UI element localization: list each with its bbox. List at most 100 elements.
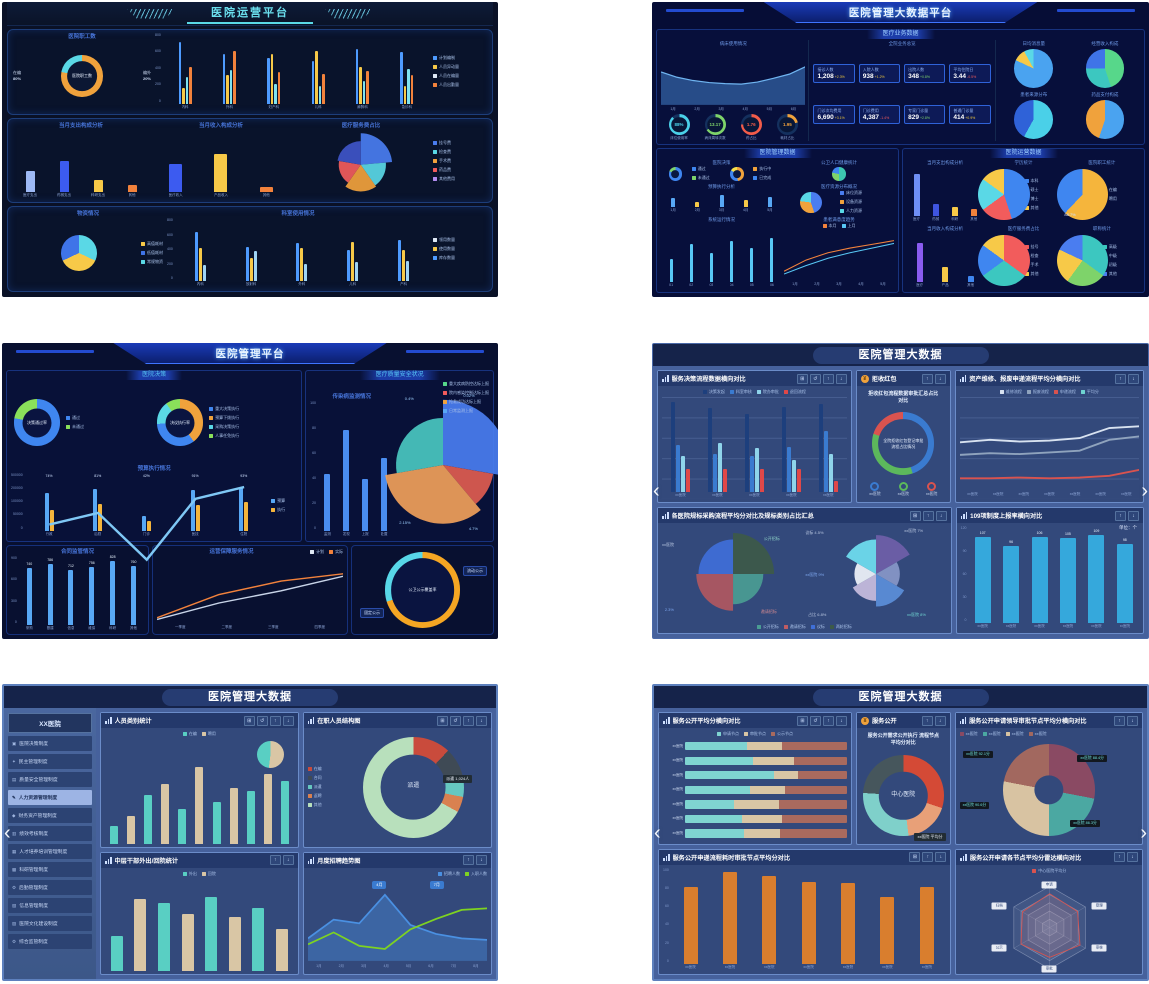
legend-item: 高级 <box>1102 244 1140 250</box>
toolbar-icon[interactable]: ↺ <box>450 715 461 726</box>
toolbar-icon[interactable]: ↓ <box>282 715 294 726</box>
toolbar-icon[interactable]: ↑ <box>922 852 934 863</box>
sidebar-item[interactable]: ◆ 财务资产管理制度 <box>8 808 92 823</box>
toolbar-icon[interactable]: ↑ <box>463 855 474 866</box>
dashboard-hospital-operation-platform[interactable]: 医院运营平台 医院职工数 在编 80% 医院职工数 编外 20% 800 600 400… <box>2 2 498 297</box>
panel-service-open-scores: 服务公开平均分横向对比 ⊞ ↺ ↑ ↓ 申请节点 审批节点 公示节点 xx医院 xx医院 xx… <box>658 712 852 845</box>
sidebar-item[interactable]: ▥ 绩效考核制度 <box>8 826 92 841</box>
mini-panel-title-stat: 职称统计 高级 中级 初级 其他 <box>1056 225 1140 289</box>
radar-axis-label: 公示 <box>991 944 1007 952</box>
toolbar-icon[interactable]: ↓ <box>934 715 946 726</box>
legend-item: 聘用 <box>201 731 216 737</box>
toolbar-icon[interactable]: ↓ <box>476 715 487 726</box>
legend-item: 未通过 <box>691 175 721 181</box>
toolbar-icon[interactable]: ↑ <box>921 715 933 726</box>
toolbar-icon[interactable]: ↓ <box>935 510 947 521</box>
dashboard-hospital-bigdata-3[interactable]: ‹ › 医院管理大数据 服务公开平均分横向对比 ⊞ ↺ ↑ ↓ 申请节点 审批节点 公示节… <box>652 684 1149 981</box>
kpi-gauge: 1.76 药占比 <box>740 114 762 141</box>
sidebar-item[interactable]: ▣ 医院决策制度 <box>8 736 92 751</box>
toolbar-icon[interactable]: ↓ <box>1127 852 1138 863</box>
sidebar-item[interactable]: ▨ 医院文化建设制度 <box>8 916 92 931</box>
toolbar-icon[interactable]: ⊞ <box>797 715 808 726</box>
dashboard-hospital-management-platform[interactable]: 医院管理平台 医院决策 决策通过率 通过 未通过 决议执行率 重大决策执行 预算下拨… <box>2 343 498 639</box>
toolbar-icon[interactable]: ↑ <box>1115 510 1126 521</box>
toolbar-icon[interactable]: ↺ <box>810 715 821 726</box>
kpi-gauges: 88% 床位使用率 13.17 病床周转次数 1.76 药占比 1.95 耗材占比 <box>661 114 805 141</box>
toolbar-icon[interactable]: ↑ <box>823 715 834 726</box>
mini-panel-satisfaction: 患者满意度趋势 本月 上月 1月 2月 3月 4月 5月 <box>784 216 894 289</box>
panel-toolbar: ⊞ ↑ ↓ <box>909 510 947 521</box>
toolbar-icon[interactable]: ↺ <box>809 373 821 384</box>
toolbar-icon[interactable]: ↺ <box>256 715 268 726</box>
toolbar-icon[interactable]: ⊞ <box>909 852 921 863</box>
sidebar-item[interactable]: ▧ 信息管理制度 <box>8 898 92 913</box>
toolbar-icon[interactable]: ↑ <box>822 373 834 384</box>
dashboard-hospital-bigdata-1[interactable]: ‹ › 医院管理大数据 服务决策流程数据横向对比 ⊞ ↺ ↑ ↓ 决策发起 科室审核 院办… <box>652 343 1149 639</box>
chart-legend: 挂号费 检查费 手术费 药品费 其他费用 <box>433 122 487 200</box>
toolbar-icon[interactable]: ⊞ <box>909 510 921 521</box>
hospital-ring-legend: xx医院 xx医院 xx医院 <box>861 480 946 499</box>
dashboard-hospital-bigdata-2[interactable]: ‹ 医院管理大数据 XX医院 ▣ 医院决策制度 ✦ 民主管理制度 ▤ 质量安全管理制度 ✎ 人… <box>2 684 498 981</box>
legend-item: 重大疾病防控达标上报 <box>443 381 489 387</box>
carousel-prev-icon[interactable]: ‹ <box>654 821 661 844</box>
toolbar-icon[interactable]: ↑ <box>269 715 281 726</box>
toolbar-icon[interactable]: ↑ <box>921 373 933 384</box>
toolbar-icon[interactable]: ↓ <box>935 852 947 863</box>
menu-icon: ⚙ <box>12 938 17 944</box>
dashboard-header: 医院管理平台 <box>6 343 494 367</box>
legend-item: 公示节点 <box>771 731 793 737</box>
carousel-next-icon[interactable]: › <box>1141 480 1148 502</box>
carousel-prev-icon[interactable]: ‹ <box>4 821 11 844</box>
income-bar-chart: 医疗 产品 其他 <box>907 232 983 289</box>
legend-item: 其他费用 <box>433 176 487 182</box>
bar-chart-icon <box>662 375 669 382</box>
toolbar-icon[interactable]: ↑ <box>269 855 281 866</box>
business-overview-block: 全院业务总览 接诊人数 1,208+2.3% 入院人数 938+1.2% 出院人数 348… <box>813 40 991 141</box>
toolbar-icon[interactable]: ↓ <box>934 373 946 384</box>
toolbar-icon[interactable]: ↑ <box>922 510 934 521</box>
resource-pie <box>784 190 838 214</box>
toolbar-icon[interactable]: ↓ <box>835 373 847 384</box>
toolbar-icon[interactable]: ↓ <box>836 715 847 726</box>
carousel-next-icon[interactable]: › <box>1140 821 1147 844</box>
toolbar-icon[interactable]: ↑ <box>1114 715 1125 726</box>
sidebar-item[interactable]: ▤ 质量安全管理制度 <box>8 772 92 787</box>
legend-item: 入职人数 <box>465 871 487 877</box>
stat-card: 入院人数 938+1.2% <box>858 64 901 84</box>
quality-rose-chart: 0.4% 0.02% 2.15% 4.7% <box>385 393 498 538</box>
data-chip: xx医院 88.4分 <box>1077 755 1107 763</box>
legend-item: 手术 <box>1024 262 1062 268</box>
sidebar-item[interactable]: ▦ 人才培养培训管理制度 <box>8 844 92 859</box>
sidebar-item[interactable]: ⚙ 后勤管理制度 <box>8 880 92 895</box>
legend-item: 中心医院平均分 <box>1032 868 1066 874</box>
toolbar-icon[interactable]: ⊞ <box>243 715 255 726</box>
chart-legend: 维修流程 报废流程 申递流程 平均分 <box>960 389 1139 395</box>
toolbar-icon[interactable]: ⊞ <box>437 715 448 726</box>
toolbar-icon[interactable]: ↑ <box>463 715 474 726</box>
sidebar-item[interactable]: ⚙ 综合监管制度 <box>8 934 92 949</box>
panel-decision-flow: 服务决策流程数据横向对比 ⊞ ↺ ↑ ↓ 决策发起 科室审核 院办审批 退回流程 xx医院 x… <box>657 370 852 504</box>
toolbar-icon[interactable]: ↓ <box>282 855 294 866</box>
bar-chart-icon <box>959 375 967 382</box>
toolbar-icon[interactable]: ↑ <box>1114 852 1125 863</box>
personnel-bar-chart <box>105 739 294 844</box>
legend-item: 设备资源 <box>840 199 894 205</box>
dashboard-hospital-bigdata-platform[interactable]: 医院管理大数据平台 医疗业务数据 病床使用情况 1月 2月 3月 4月 5月 6月 88%… <box>652 2 1149 297</box>
sidebar-item[interactable]: ▩ 科研管理制度 <box>8 862 92 877</box>
bar-chart-icon <box>960 512 968 520</box>
toolbar-icon[interactable]: ↑ <box>1115 373 1126 384</box>
toolbar-icon[interactable]: ↓ <box>1128 510 1139 521</box>
toolbar-icon[interactable]: ↓ <box>1127 715 1138 726</box>
radar-axis-label: 申请 <box>1041 881 1057 889</box>
legend-item: 申请节点 <box>717 731 739 737</box>
legend-item: 实际 <box>329 549 343 555</box>
legend-item: 聘用 <box>1102 196 1140 202</box>
toolbar-icon[interactable]: ↓ <box>476 855 487 866</box>
carousel-prev-icon[interactable]: ‹ <box>653 480 660 502</box>
hospital-ring: xx医院 <box>898 482 909 497</box>
sidebar-item[interactable]: ✎ 人力资源管理制度 <box>8 790 92 805</box>
sidebar-item[interactable]: ✦ 民主管理制度 <box>8 754 92 769</box>
mini-panel-system: 系统运行情况 01 02 03 04 05 06 <box>661 216 782 289</box>
toolbar-icon[interactable]: ⊞ <box>796 373 808 384</box>
toolbar-icon[interactable]: ↓ <box>1128 373 1139 384</box>
